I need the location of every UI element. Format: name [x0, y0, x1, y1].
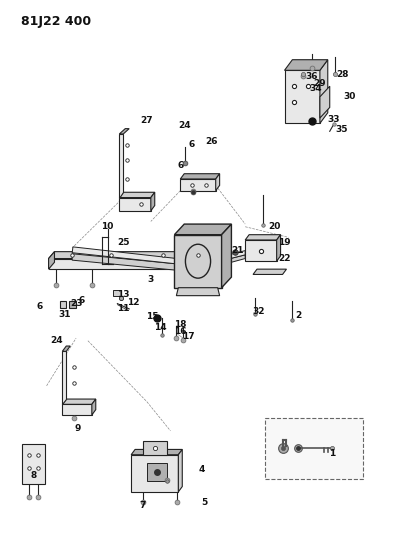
Text: 10: 10 — [101, 222, 114, 231]
Text: 26: 26 — [206, 138, 218, 147]
Polygon shape — [62, 405, 92, 415]
Polygon shape — [320, 60, 328, 123]
Text: 11: 11 — [117, 304, 129, 313]
Text: 24: 24 — [178, 122, 190, 131]
Text: 18: 18 — [174, 320, 187, 329]
Text: 9: 9 — [75, 424, 81, 433]
Polygon shape — [62, 351, 66, 405]
Polygon shape — [180, 179, 216, 191]
Text: 6: 6 — [177, 161, 183, 170]
Text: 31: 31 — [59, 310, 71, 319]
Polygon shape — [119, 128, 129, 134]
Text: 34: 34 — [310, 84, 322, 93]
Polygon shape — [119, 192, 155, 198]
Polygon shape — [174, 224, 231, 235]
Polygon shape — [72, 254, 176, 270]
Text: 2: 2 — [295, 311, 301, 320]
Text: 3: 3 — [148, 275, 154, 284]
Polygon shape — [245, 240, 277, 261]
Polygon shape — [62, 346, 70, 351]
Polygon shape — [49, 252, 55, 269]
Polygon shape — [284, 70, 320, 123]
Polygon shape — [180, 174, 220, 179]
Polygon shape — [277, 235, 281, 261]
Text: 4: 4 — [199, 465, 205, 473]
Text: 23: 23 — [70, 299, 82, 308]
Polygon shape — [62, 399, 96, 405]
Text: 25: 25 — [117, 238, 129, 247]
Text: 36: 36 — [306, 72, 318, 81]
Polygon shape — [22, 444, 45, 484]
Polygon shape — [49, 259, 226, 269]
Text: 32: 32 — [253, 307, 265, 316]
Text: 20: 20 — [268, 222, 281, 231]
Text: 13: 13 — [117, 289, 129, 298]
Polygon shape — [220, 251, 245, 261]
Text: 19: 19 — [278, 238, 291, 247]
Text: 81J22 400: 81J22 400 — [21, 14, 91, 28]
Polygon shape — [92, 399, 96, 415]
Polygon shape — [131, 455, 178, 492]
Text: 29: 29 — [313, 79, 326, 88]
Text: 8: 8 — [31, 471, 37, 480]
Text: 27: 27 — [141, 116, 153, 125]
Polygon shape — [176, 288, 220, 296]
Polygon shape — [222, 224, 231, 288]
Polygon shape — [220, 255, 245, 265]
Polygon shape — [284, 60, 328, 70]
Text: 17: 17 — [182, 332, 194, 341]
Polygon shape — [178, 449, 182, 492]
Text: 1: 1 — [329, 449, 335, 458]
Text: 12: 12 — [127, 298, 139, 307]
Polygon shape — [253, 269, 286, 274]
Polygon shape — [143, 441, 167, 455]
Text: 24: 24 — [50, 336, 63, 345]
Polygon shape — [147, 463, 167, 481]
Polygon shape — [174, 235, 222, 288]
Text: 21: 21 — [231, 246, 244, 255]
Text: 35: 35 — [335, 125, 348, 134]
Text: 16: 16 — [174, 327, 187, 336]
Polygon shape — [114, 290, 121, 296]
Text: 33: 33 — [327, 115, 340, 124]
Polygon shape — [245, 235, 281, 240]
Polygon shape — [320, 86, 330, 118]
Text: 7: 7 — [140, 500, 146, 510]
Text: 22: 22 — [278, 254, 291, 263]
Polygon shape — [119, 134, 123, 198]
Polygon shape — [131, 449, 182, 455]
Text: 6: 6 — [79, 296, 85, 305]
Polygon shape — [216, 174, 220, 191]
Polygon shape — [69, 301, 76, 308]
Polygon shape — [119, 198, 151, 211]
Text: 6: 6 — [37, 302, 43, 311]
Text: 30: 30 — [343, 92, 356, 101]
Text: 14: 14 — [154, 323, 167, 332]
Text: 28: 28 — [337, 70, 349, 79]
Text: 15: 15 — [147, 312, 159, 321]
Text: 6: 6 — [189, 140, 195, 149]
Polygon shape — [151, 192, 155, 211]
FancyBboxPatch shape — [265, 418, 363, 479]
Polygon shape — [72, 247, 177, 264]
Text: 5: 5 — [201, 498, 207, 507]
Polygon shape — [49, 252, 231, 259]
Polygon shape — [59, 301, 66, 308]
